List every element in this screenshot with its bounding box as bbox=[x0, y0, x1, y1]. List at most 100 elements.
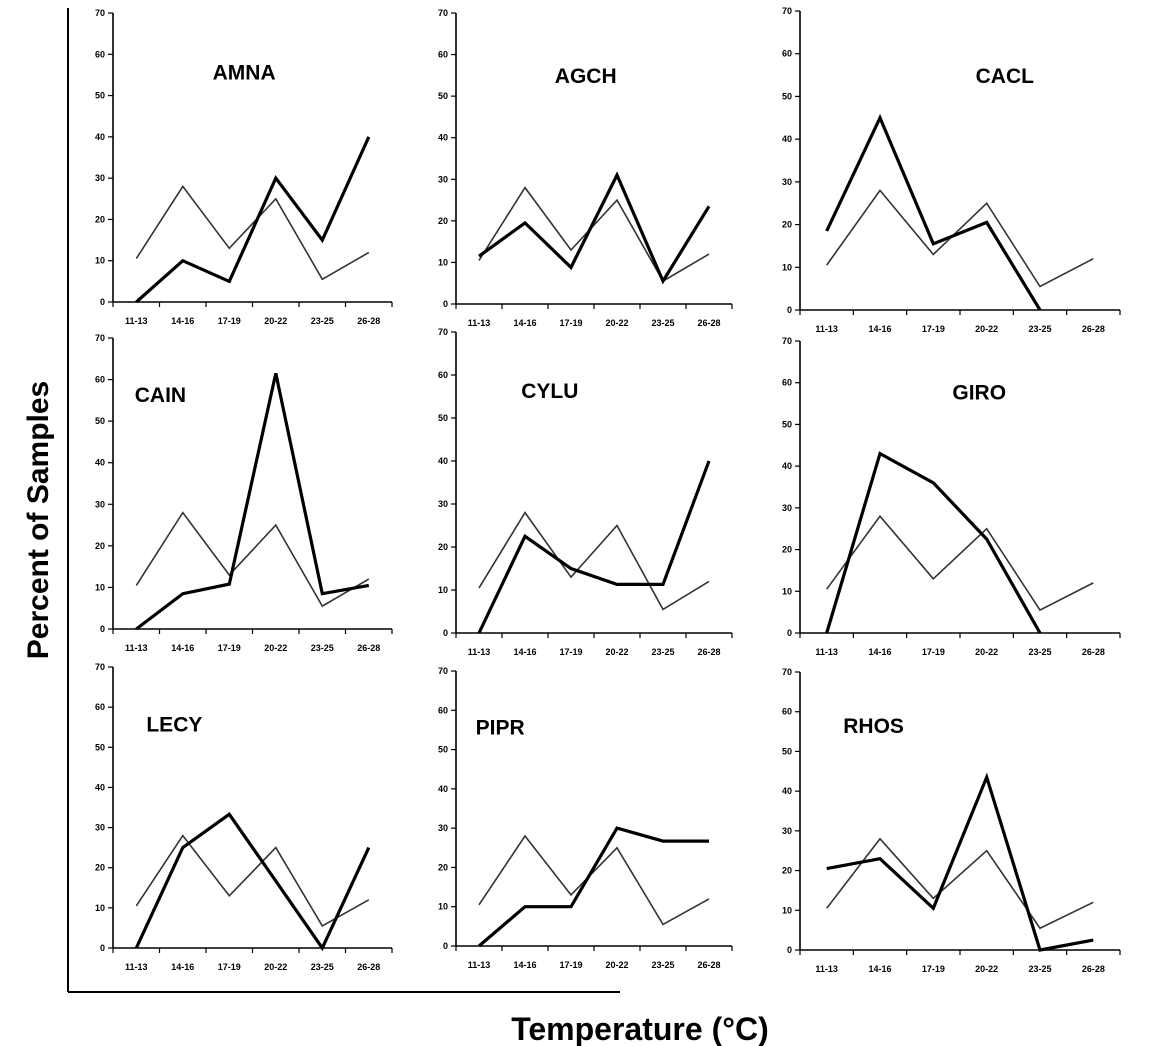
x-tick-label: 23-25 bbox=[1028, 647, 1051, 657]
x-tick-label: 20-22 bbox=[975, 324, 998, 334]
panel-title: AMNA bbox=[213, 61, 276, 84]
y-tick-label: 20 bbox=[782, 866, 792, 876]
y-tick-label: 30 bbox=[782, 826, 792, 836]
y-tick-label: 10 bbox=[782, 262, 792, 272]
series-line-baseline bbox=[826, 514, 1094, 612]
x-tick-label: 17-19 bbox=[922, 647, 945, 657]
y-tick-label: 20 bbox=[95, 863, 105, 873]
y-tick-label: 40 bbox=[438, 784, 448, 794]
y-tick-label: 30 bbox=[438, 499, 448, 509]
y-tick-label: 0 bbox=[443, 941, 448, 951]
y-tick-label: 60 bbox=[438, 370, 448, 380]
panel-title: AGCH bbox=[555, 65, 617, 88]
x-tick-label: 11-13 bbox=[125, 643, 148, 653]
y-tick-label: 0 bbox=[787, 945, 792, 955]
series-line-baseline bbox=[135, 511, 370, 608]
series-line-species bbox=[477, 826, 709, 948]
y-tick-label: 50 bbox=[438, 91, 448, 101]
x-tick-label: 11-13 bbox=[815, 324, 838, 334]
y-tick-label: 60 bbox=[95, 375, 105, 385]
y-tick-label: 50 bbox=[438, 413, 448, 423]
panel-cylu: 0 10 20 30 40 50 60 70 11-13 14-16 17-19 20-22 23-25… bbox=[438, 327, 733, 657]
y-tick-label: 10 bbox=[95, 903, 105, 913]
x-tick-label: 11-13 bbox=[125, 962, 148, 972]
y-tick-label: 40 bbox=[782, 786, 792, 796]
x-tick-label: 20-22 bbox=[264, 316, 287, 326]
series-line-species bbox=[825, 451, 1042, 634]
y-tick-label: 10 bbox=[95, 256, 105, 266]
x-tick-label: 11-13 bbox=[468, 318, 491, 328]
x-tick-label: 17-19 bbox=[218, 316, 241, 326]
y-tick-label: 50 bbox=[782, 746, 792, 756]
y-tick-label: 60 bbox=[782, 378, 792, 388]
x-tick-label: 20-22 bbox=[975, 647, 998, 657]
panel-title: CACL bbox=[976, 65, 1034, 88]
x-tick-label: 26-28 bbox=[357, 643, 380, 653]
x-tick-label: 26-28 bbox=[357, 316, 380, 326]
y-tick-label: 10 bbox=[438, 902, 448, 912]
x-tick-label: 23-25 bbox=[1028, 964, 1051, 974]
y-tick-label: 70 bbox=[438, 8, 448, 18]
y-tick-label: 40 bbox=[782, 134, 792, 144]
y-tick-label: 50 bbox=[782, 419, 792, 429]
y-tick-label: 70 bbox=[782, 667, 792, 677]
x-tick-label: 14-16 bbox=[513, 318, 536, 328]
y-tick-label: 70 bbox=[438, 666, 448, 676]
x-tick-label: 23-25 bbox=[651, 647, 674, 657]
y-tick-label: 30 bbox=[782, 503, 792, 513]
x-tick-label: 23-25 bbox=[311, 316, 334, 326]
y-tick-label: 60 bbox=[782, 707, 792, 717]
y-tick-label: 30 bbox=[95, 499, 105, 509]
panel-rhos: 0 10 20 30 40 50 60 70 11-13 14-16 17-19 20-22 23-25… bbox=[782, 667, 1121, 974]
panel-lecy: 0 10 20 30 40 50 60 70 11-13 14-16 17-19 20-22 23-25… bbox=[95, 662, 393, 972]
x-tick-label: 17-19 bbox=[218, 643, 241, 653]
x-tick-label: 11-13 bbox=[815, 647, 838, 657]
series-line-baseline bbox=[826, 837, 1094, 930]
panel-title: GIRO bbox=[952, 381, 1006, 404]
y-tick-label: 50 bbox=[95, 742, 105, 752]
y-tick-label: 40 bbox=[95, 458, 105, 468]
y-tick-label: 70 bbox=[95, 333, 105, 343]
y-tick-label: 50 bbox=[438, 745, 448, 755]
y-tick-label: 60 bbox=[95, 49, 105, 59]
y-tick-label: 0 bbox=[787, 305, 792, 315]
x-tick-label: 14-16 bbox=[868, 964, 891, 974]
x-tick-label: 14-16 bbox=[171, 962, 194, 972]
x-tick-label: 11-13 bbox=[815, 964, 838, 974]
y-tick-label: 50 bbox=[95, 416, 105, 426]
y-tick-label: 30 bbox=[782, 177, 792, 187]
x-tick-label: 17-19 bbox=[922, 324, 945, 334]
x-tick-label: 17-19 bbox=[218, 962, 241, 972]
y-tick-label: 20 bbox=[95, 214, 105, 224]
y-tick-label: 40 bbox=[95, 782, 105, 792]
x-tick-label: 11-13 bbox=[468, 960, 491, 970]
x-tick-label: 11-13 bbox=[125, 316, 148, 326]
x-tick-label: 23-25 bbox=[651, 318, 674, 328]
y-tick-label: 30 bbox=[95, 823, 105, 833]
x-tick-label: 14-16 bbox=[868, 647, 891, 657]
series-line-baseline bbox=[478, 511, 710, 611]
y-tick-label: 30 bbox=[438, 174, 448, 184]
y-tick-label: 70 bbox=[95, 8, 105, 18]
y-tick-label: 0 bbox=[100, 943, 105, 953]
x-tick-label: 23-25 bbox=[651, 960, 674, 970]
y-tick-label: 60 bbox=[95, 702, 105, 712]
y-tick-label: 40 bbox=[438, 456, 448, 466]
series-line-baseline bbox=[135, 834, 370, 927]
y-tick-label: 20 bbox=[438, 216, 448, 226]
x-tick-label: 14-16 bbox=[868, 324, 891, 334]
x-tick-label: 14-16 bbox=[171, 643, 194, 653]
x-tick-label: 26-28 bbox=[1082, 324, 1105, 334]
series-line-baseline bbox=[478, 834, 710, 926]
y-tick-label: 60 bbox=[782, 49, 792, 59]
x-tick-label: 20-22 bbox=[605, 318, 628, 328]
y-tick-label: 70 bbox=[782, 336, 792, 346]
panel-amna: 0 10 20 30 40 50 60 70 11-13 14-16 17-19 20-22 23-25… bbox=[95, 8, 393, 326]
figure-y-label: Percent of Samples bbox=[22, 381, 55, 659]
y-tick-label: 70 bbox=[95, 662, 105, 672]
y-tick-label: 40 bbox=[95, 132, 105, 142]
x-tick-label: 23-25 bbox=[1028, 324, 1051, 334]
x-tick-label: 26-28 bbox=[1082, 647, 1105, 657]
panel-title: CAIN bbox=[135, 384, 186, 407]
